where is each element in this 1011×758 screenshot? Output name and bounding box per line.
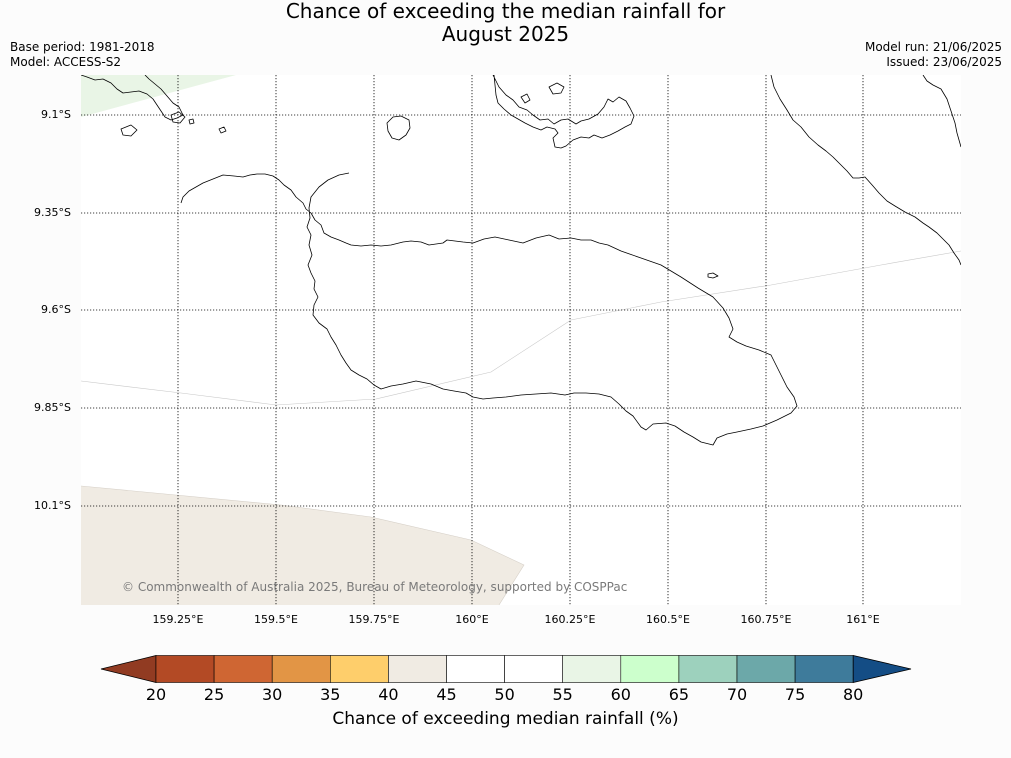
coastlines	[81, 75, 961, 446]
colorbar-segment	[736, 655, 796, 683]
colorbar-tick-label: 45	[436, 685, 457, 704]
longitude-label: 160°E	[455, 613, 489, 626]
meta-left: Base period: 1981-2018 Model: ACCESS-S2	[10, 40, 155, 70]
colorbar-tick-label: 20	[145, 685, 167, 704]
malaita-coastline	[770, 75, 961, 266]
malaita-coastline-upper	[922, 75, 961, 148]
colorbar-segment	[562, 655, 622, 683]
colorbar-tick-label: 55	[552, 685, 573, 704]
guadalcanal-coastline	[180, 172, 798, 446]
florida-islands-coastline	[492, 75, 635, 149]
colorbar-segment	[271, 655, 331, 683]
title-line-2: August 2025	[441, 22, 570, 46]
colorbar-under-triangle	[100, 655, 157, 683]
colorbar-tick-label: 40	[378, 685, 399, 704]
islet-east	[707, 272, 719, 279]
colorbar-tick-label: 30	[262, 685, 283, 704]
colorbar-tick-label: 50	[494, 685, 515, 704]
colorbar-tick-label: 60	[610, 685, 631, 704]
longitude-label: 160.5°E	[646, 613, 690, 626]
florida-islet	[520, 93, 531, 104]
colorbar-segment	[155, 655, 215, 683]
eez-boundary-line	[81, 250, 961, 406]
colorbar-tick-label: 80	[843, 685, 864, 704]
colorbar-over-triangle	[852, 655, 912, 683]
russell-islet	[120, 124, 138, 137]
colorbar-tick-label: 65	[668, 685, 690, 704]
copyright-credit: © Commonwealth of Australia 2025, Bureau…	[122, 580, 628, 594]
latitude-label: 10.1°S	[34, 499, 71, 512]
latitude-label: 9.35°S	[34, 206, 71, 219]
islet-west	[386, 115, 411, 141]
longitude-label: 161°E	[846, 613, 880, 626]
russell-islet	[188, 118, 195, 125]
latitude-label: 9.85°S	[34, 401, 71, 414]
russell-islet	[170, 111, 186, 124]
colorbar-segment	[330, 655, 389, 683]
map-svg	[81, 75, 961, 605]
longitude-label: 159.5°E	[254, 613, 298, 626]
colorbar-tick-label: 70	[726, 685, 748, 704]
map-panel	[81, 75, 961, 605]
colorbar-tick-label: 75	[784, 685, 806, 704]
title-line-1: Chance of exceeding the median rainfall …	[285, 0, 726, 23]
colorbar-segment	[504, 655, 564, 683]
longitude-label: 160.25°E	[544, 613, 596, 626]
latitude-label: 9.6°S	[41, 303, 71, 316]
model-run-text: Model run: 21/06/2025	[864, 40, 1002, 54]
probability-region-southwest	[81, 486, 524, 605]
colorbar-label: Chance of exceeding median rainfall (%)	[332, 709, 679, 729]
longitude-label: 159.25°E	[152, 613, 204, 626]
gridlines	[81, 75, 961, 605]
meta-right: Model run: 21/06/2025 Issued: 23/06/2025	[865, 40, 1002, 70]
longitude-label: 160.75°E	[740, 613, 792, 626]
colorbar-segment	[620, 655, 680, 683]
colorbar-segment	[794, 655, 854, 683]
model-text: Model: ACCESS-S2	[10, 55, 122, 69]
colorbar-tick-label: 35	[320, 685, 341, 704]
issued-text: Issued: 23/06/2025	[886, 55, 1002, 69]
colorbar-segment	[446, 655, 505, 683]
florida-islet	[548, 82, 565, 95]
map-title: Chance of exceeding the median rainfall …	[0, 0, 1011, 46]
russell-islet	[218, 126, 227, 134]
base-period-text: Base period: 1981-2018	[10, 40, 155, 54]
colorbar	[100, 655, 912, 683]
colorbar-segment	[388, 655, 447, 683]
russell-islands-coastline	[81, 75, 184, 121]
region-boundary-line	[81, 485, 525, 605]
probability-region-northwest	[81, 75, 236, 117]
longitude-label: 159.75°E	[348, 613, 400, 626]
colorbar-tick-label: 25	[203, 685, 225, 704]
latitude-label: 9.1°S	[41, 108, 71, 121]
colorbar-segment	[678, 655, 738, 683]
colorbar-segment	[213, 655, 273, 683]
